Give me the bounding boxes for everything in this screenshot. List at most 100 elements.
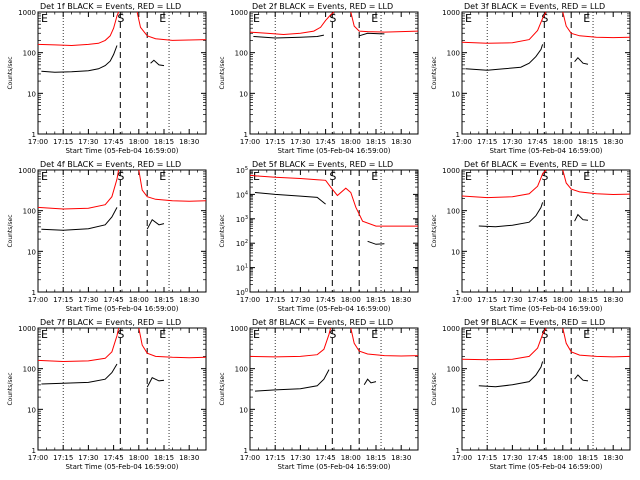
series-events-line-2 [150,59,165,67]
marker-label-e: E [159,170,166,183]
panel-title: Det 6f BLACK = Events, RED = LLD [464,160,605,169]
x-tick-label: 17:45 [104,454,124,462]
x-tick-label: 17:45 [528,296,548,304]
series-events-line-2 [146,377,165,388]
x-tick-label: 17:45 [316,138,336,146]
marker-label-s: S [117,12,124,25]
x-tick-label: 17:00 [28,138,48,146]
x-tick-label: 17:45 [104,296,124,304]
y-tick-label: 1000 [230,325,248,333]
x-tick-label: 18:00 [553,138,573,146]
x-tick-label: 18:15 [366,454,386,462]
y-tick-label: 1 [32,131,36,139]
series-lld-line-2 [350,11,419,33]
y-tick-label: 100 [23,50,36,58]
y-axis-label: Counts/sec [431,372,438,405]
series-lld-line-1 [461,11,547,44]
x-tick-label: 17:00 [452,454,472,462]
x-tick-label: 17:15 [477,138,497,146]
x-tick-label: 18:30 [603,296,623,304]
series-events-line-2 [574,213,589,222]
y-axis-label: Counts/sec [431,214,438,247]
x-tick-label: 17:30 [78,296,98,304]
panel-det-4: Det 4f BLACK = Events, RED = LLD 1 10 100 10… [7,160,207,313]
marker-label-e: E [371,170,378,183]
panel-title: Det 4f BLACK = Events, RED = LLD [40,160,181,169]
x-tick-label: 18:15 [578,138,598,146]
marker-label-e: E [583,170,590,183]
x-tick-label: 18:00 [553,454,573,462]
x-tick-label: 17:15 [265,138,285,146]
x-tick-label: 17:00 [452,138,472,146]
y-tick-label: 1000 [18,9,36,17]
x-tick-label: 18:30 [391,138,411,146]
x-axis-label: Start Time (05-Feb-04 16:59:00) [489,147,602,155]
x-axis-label: Start Time (05-Feb-04 16:59:00) [277,147,390,155]
panel-det-1: Det 1f BLACK = Events, RED = LLD 1 10 100 10… [7,2,207,155]
x-tick-label: 18:00 [129,296,149,304]
x-tick-label: 17:45 [528,454,548,462]
y-tick-label: 100 [23,208,36,216]
marker-label-e: E [253,12,260,25]
y-tick-label: 10 [451,90,460,98]
x-tick-label: 18:00 [129,454,149,462]
x-tick-label: 17:30 [502,138,522,146]
y-tick-label: 10 [27,406,36,414]
x-tick-label: 18:15 [366,138,386,146]
y-tick-label: 1 [244,131,248,139]
series-lld-line-2 [138,169,207,202]
x-tick-label: 17:00 [28,454,48,462]
marker-label-s: S [329,170,336,183]
x-tick-label: 17:15 [53,296,73,304]
x-tick-label: 18:15 [154,454,174,462]
y-axis-label: Counts/sec [219,56,226,89]
y-tick-label: 100 [23,366,36,374]
y-tick-label: 1000 [442,167,460,175]
x-tick-label: 17:45 [528,138,548,146]
series-lld-line-2 [138,327,207,359]
series-events-line-1 [478,361,544,388]
x-tick-label: 18:00 [341,454,361,462]
series-events-line-2 [367,240,385,245]
x-tick-label: 18:00 [553,296,573,304]
marker-label-s: S [541,170,548,183]
x-tick-label: 17:00 [240,454,260,462]
x-axis-label: Start Time (05-Feb-04 16:59:00) [65,147,178,155]
x-tick-label: 18:30 [179,296,199,304]
series-lld-line-2 [350,327,419,357]
y-tick-label: 10 [27,248,36,256]
x-tick-label: 17:30 [290,296,310,304]
x-axis-label: Start Time (05-Feb-04 16:59:00) [489,463,602,471]
panel-title: Det 9f BLACK = Events, RED = LLD [464,318,605,327]
x-tick-label: 17:30 [502,296,522,304]
x-tick-label: 17:30 [290,138,310,146]
marker-label-e: E [583,328,590,341]
y-tick-label: 10 [451,406,460,414]
panel-title: Det 3f BLACK = Events, RED = LLD [464,2,605,11]
y-tick-label: 10 [239,90,248,98]
panel-det-5: Det 5f BLACK = Events, RED = LLD 100 101 10… [219,160,419,313]
marker-label-s: S [117,170,124,183]
x-tick-label: 18:00 [129,138,149,146]
series-events-line-1 [41,45,118,73]
marker-label-e: E [465,170,472,183]
x-tick-label: 17:45 [316,454,336,462]
x-tick-label: 18:15 [578,454,598,462]
x-tick-label: 18:00 [341,296,361,304]
y-tick-label: 1 [456,447,460,455]
y-axis-label: Counts/sec [219,372,226,405]
panel-det-6: Det 6f BLACK = Events, RED = LLD 1 10 100 10… [431,160,631,313]
series-events-line-2 [359,32,385,37]
panel-title: Det 8f BLACK = Events, RED = LLD [252,318,393,327]
x-axis-label: Start Time (05-Feb-04 16:59:00) [65,305,178,313]
x-axis-label: Start Time (05-Feb-04 16:59:00) [65,463,178,471]
y-axis-label: Counts/sec [7,372,14,405]
panel-title: Det 1f BLACK = Events, RED = LLD [40,2,181,11]
y-tick-label: 105 [236,166,248,175]
panel-title: Det 5f BLACK = Events, RED = LLD [252,160,393,169]
x-tick-label: 17:30 [78,454,98,462]
series-lld-line-1 [249,174,418,227]
x-tick-label: 17:45 [316,296,336,304]
y-axis-label: Counts/sec [7,214,14,247]
